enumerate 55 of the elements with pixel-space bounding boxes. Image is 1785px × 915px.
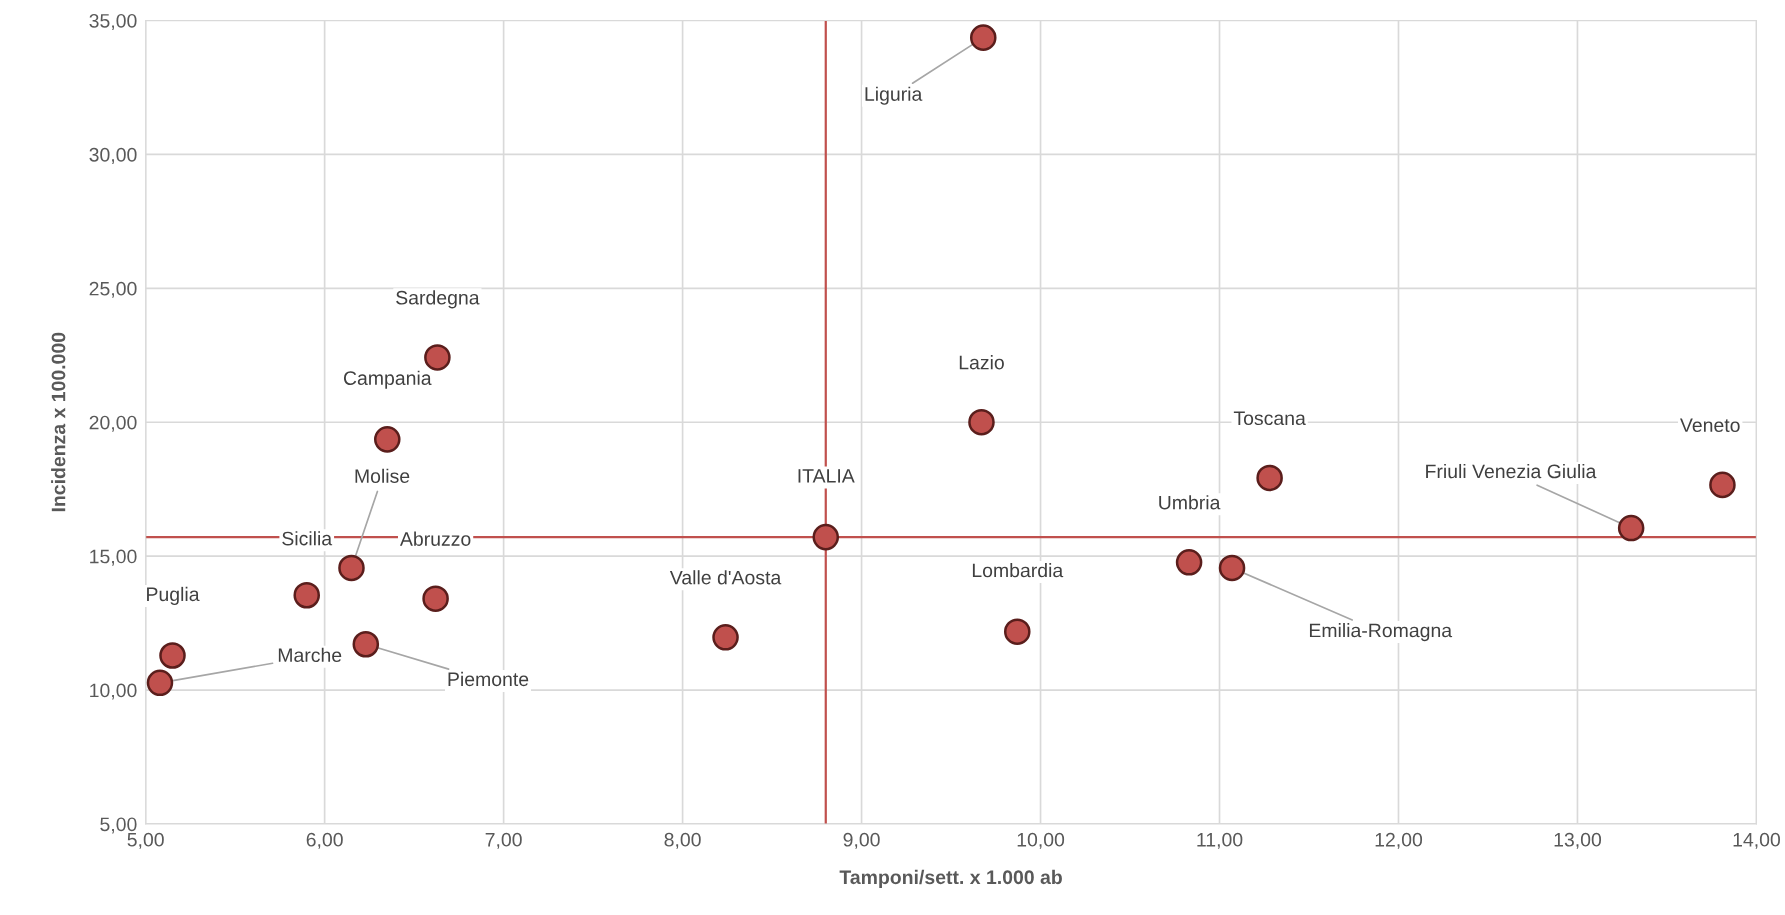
- annotation: Friuli Venezia Giulia: [1426, 463, 1597, 479]
- point: [969, 24, 997, 51]
- x-tick-label: 6,00: [306, 832, 343, 849]
- point: [159, 642, 186, 669]
- point: [293, 581, 321, 609]
- x-tick-label: 5,00: [127, 832, 164, 849]
- annotation: ITALIA: [798, 469, 855, 483]
- x-tick-label: 11,00: [1197, 832, 1243, 849]
- annotation: Valle d'Aosta: [669, 570, 782, 585]
- point: [422, 585, 449, 612]
- x-tick-label: 13,00: [1554, 832, 1602, 849]
- annotation: Sardegna: [396, 290, 480, 309]
- point: [1256, 464, 1283, 492]
- point: [338, 554, 365, 582]
- annotation: Toscana: [1233, 411, 1306, 426]
- annotation: Puglia: [147, 586, 200, 605]
- point: [146, 669, 174, 697]
- point: [812, 523, 840, 551]
- y-tick-label: 5,00: [100, 817, 137, 834]
- annotation: Sicilia: [282, 531, 333, 546]
- point: [424, 344, 451, 371]
- point: [1003, 618, 1031, 645]
- y-tick-label: 20,00: [89, 415, 137, 432]
- annotation: Campania: [343, 370, 432, 389]
- point: [968, 408, 995, 436]
- x-tick-label: 10,00: [1017, 832, 1065, 849]
- annotation: Veneto: [1680, 418, 1740, 433]
- point: [712, 624, 739, 651]
- annotation: Lazio: [959, 355, 1004, 370]
- point: [1175, 549, 1203, 576]
- y-tick-label: 30,00: [89, 147, 137, 164]
- y-tick-label: 15,00: [90, 549, 137, 566]
- annotation: Abruzzo: [399, 531, 471, 546]
- annotation: Lombardia: [972, 563, 1064, 578]
- annotation: Liguria: [865, 86, 923, 105]
- annotation: Molise: [355, 468, 410, 483]
- point: [1617, 514, 1645, 542]
- y-axis-title: Incidenza x 100.000: [51, 332, 66, 512]
- annotation: Marche: [278, 647, 342, 663]
- x-tick-label: 9,00: [843, 832, 880, 849]
- x-tick-label: 7,00: [485, 832, 522, 849]
- point: [1218, 554, 1246, 582]
- x-tick-label: 12,00: [1375, 832, 1423, 849]
- point: [352, 630, 380, 658]
- annotation: Piemonte: [448, 671, 529, 687]
- y-tick-label: 35,00: [89, 13, 137, 31]
- point: [374, 426, 401, 453]
- x-tick-label: 8,00: [664, 832, 701, 849]
- annotation: Umbria: [1159, 495, 1221, 510]
- x-tick-label: 14,00: [1733, 832, 1781, 849]
- y-tick-label: 25,00: [89, 281, 137, 298]
- point: [1709, 471, 1736, 499]
- annotation: Emilia-Romagna: [1309, 623, 1453, 642]
- x-axis-title: Tamponi/sett. x 1.000 ab: [839, 869, 1062, 888]
- y-tick-label: 10,00: [90, 683, 137, 700]
